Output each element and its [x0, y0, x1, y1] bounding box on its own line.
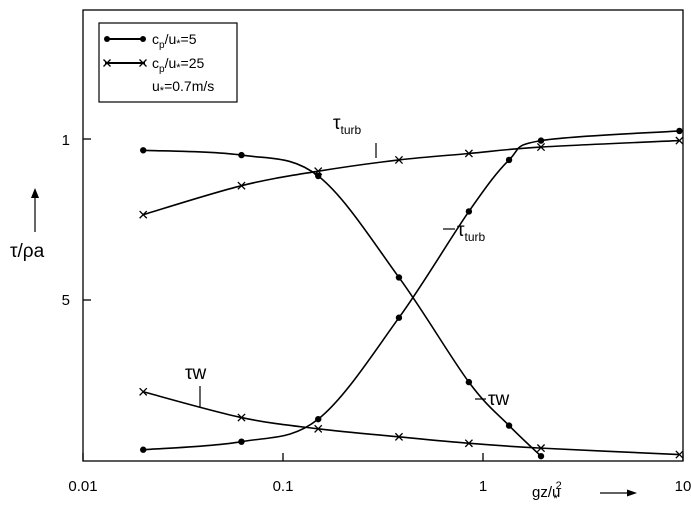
- curve-annotations: τturb τturb τw τw: [185, 113, 510, 410]
- series-0-point-0: [140, 446, 147, 453]
- legend-1-rest: /u: [165, 55, 177, 71]
- legend-marker-cross-right: [139, 59, 147, 67]
- x-label-main: gz/u: [532, 484, 560, 501]
- series-0-point-3: [395, 314, 403, 321]
- annotation-3-main: τ: [488, 389, 496, 410]
- legend-1-sub2: *: [176, 62, 181, 74]
- series-2-point-1: [237, 181, 246, 190]
- series-2-point-4: [464, 149, 473, 158]
- legend-label-friction-velocity: u*=0.7m/s: [152, 78, 214, 97]
- annotation-1-sub: turb: [465, 230, 486, 244]
- y-label-arrowhead: [31, 188, 39, 198]
- series-0-point-1: [238, 438, 245, 445]
- legend-marker-cross-left: [103, 59, 111, 67]
- legend-label-cross: cp/u*=25: [152, 55, 204, 75]
- series-3-point-5: [536, 444, 546, 453]
- legend-0-rest: /u: [165, 31, 177, 47]
- y-tick-label-5: 5: [62, 292, 70, 309]
- y-axis-label: τ/ρa: [10, 188, 45, 262]
- y-label-sub: a: [34, 241, 45, 262]
- annotation-2-main: τ: [185, 363, 193, 384]
- series-1-point-2: [315, 172, 322, 180]
- x-axis-ticks: [82, 453, 684, 461]
- series-2-point-6: [675, 136, 684, 145]
- x-tick-label-10: 10: [675, 478, 691, 495]
- y-label-text: τ/ρa: [10, 241, 45, 262]
- series-3-point-2: [314, 424, 323, 433]
- legend-label-dot: cp/u*=5: [152, 31, 197, 51]
- series-3-point-4: [464, 439, 473, 448]
- x-tick-label-1: 1: [479, 478, 487, 495]
- series-3-point-1: [237, 413, 246, 422]
- x-axis-label: gz/u*2: [532, 480, 637, 505]
- x-tick-label-0-01: 0.01: [68, 478, 97, 495]
- legend-2-rest: =0.7m/s: [164, 78, 214, 94]
- legend-marker-dot-right: [140, 36, 146, 42]
- annotation-tau-w-right: τw: [488, 389, 510, 410]
- legend-1-tail: =25: [181, 55, 205, 71]
- annotation-0-sub: turb: [341, 123, 362, 137]
- x-tick-label-0-1: 0.1: [273, 478, 294, 495]
- series-2-line: [142, 139, 680, 216]
- legend-0-sub2: *: [176, 38, 181, 50]
- legend-0-tail: =5: [181, 31, 197, 47]
- legend: cp/u*=5 cp/u*=25 u*=0.7m/s: [98, 22, 238, 103]
- series-1-point-3: [395, 274, 403, 281]
- legend-marker-dot-left: [104, 36, 110, 42]
- series-3-line: [143, 390, 680, 456]
- series-layer: [139, 127, 684, 460]
- legend-1-main: c: [152, 55, 159, 71]
- annotation-1-main: τ: [457, 220, 465, 241]
- y-label-main: τ/ρ: [10, 241, 34, 262]
- series-2-point-5: [536, 142, 546, 152]
- annotation-3-sub: w: [495, 389, 510, 410]
- y-axis-ticks: [83, 138, 91, 301]
- series-0-point-2: [315, 415, 322, 423]
- plot-area-frame: [82, 9, 684, 462]
- series-0-point-7: [676, 127, 683, 135]
- y-tick-label-1: 1: [62, 132, 70, 149]
- series-1-point-4: [465, 378, 473, 386]
- legend-0-main: c: [152, 31, 159, 47]
- legend-1-sub: p: [159, 64, 165, 75]
- series-0-point-4: [465, 208, 473, 215]
- series-2-point-2: [314, 167, 323, 176]
- annotation-tau-w-left: τw: [185, 363, 207, 384]
- series-3-point-6: [675, 450, 684, 459]
- legend-2-sub: *: [160, 85, 165, 97]
- x-label-arrowhead: [627, 489, 637, 497]
- series-1-point-5: [505, 422, 513, 429]
- series-0-point-5: [505, 156, 513, 164]
- legend-2-main: u: [152, 78, 160, 94]
- x-label-text: gz/u*2: [532, 480, 562, 505]
- series-1-point-0: [140, 147, 147, 154]
- series-2-point-3: [394, 155, 404, 164]
- series-1-point-6: [537, 452, 545, 460]
- series-0-line: [143, 130, 680, 451]
- annotation-tau-turb-right: τturb: [457, 220, 486, 244]
- annotation-tau-turb-top: τturb: [333, 113, 362, 137]
- x-label-sup: 2: [556, 480, 562, 492]
- series-3-point-0: [139, 387, 148, 396]
- annotation-2-sub: w: [192, 363, 207, 384]
- series-3-point-3: [394, 432, 404, 441]
- annotation-0-main: τ: [333, 113, 341, 134]
- series-1-point-1: [238, 151, 245, 159]
- x-label-sub: *: [553, 493, 558, 505]
- legend-0-sub: p: [159, 40, 165, 51]
- series-0-point-6: [537, 137, 545, 144]
- series-2-point-0: [139, 210, 148, 219]
